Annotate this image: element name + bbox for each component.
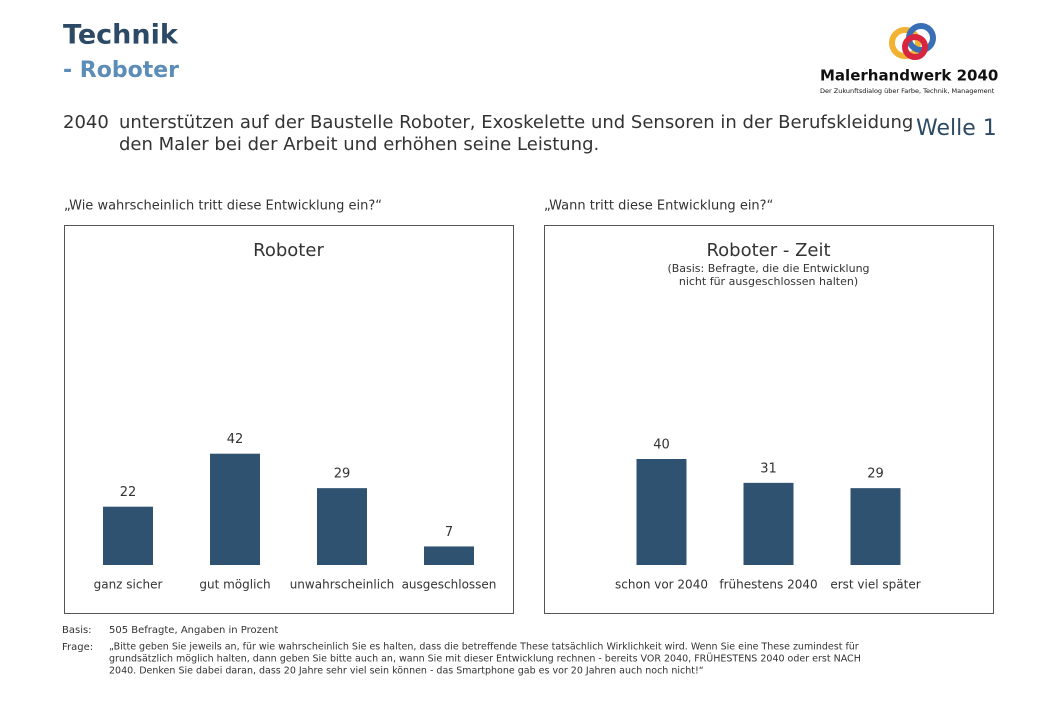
- basis: 505 Befragte, Angaben in Prozent: [109, 625, 278, 636]
- value-label: 42: [227, 432, 244, 447]
- bar: [317, 488, 367, 565]
- title: Technik: [63, 20, 179, 51]
- chart-subtitle: nicht für ausgeschlossen halten): [679, 275, 858, 288]
- bar: [210, 453, 260, 565]
- bar: [103, 506, 153, 565]
- question-line: grundsätzlich möglich halten, dann geben…: [109, 654, 861, 665]
- question-line: „Bitte geben Sie jeweils an, für wie wah…: [109, 642, 859, 653]
- bar: [743, 482, 794, 565]
- wave: Welle 1: [916, 116, 997, 141]
- question-line: 2040. Denken Sie dabei daran, dass 20 Ja…: [109, 666, 704, 677]
- logo-ring: [889, 27, 921, 59]
- value-label: 29: [867, 467, 884, 482]
- category-label: unwahrscheinlich: [290, 578, 395, 592]
- statement-line: unterstützen auf der Baustelle Roboter, …: [119, 112, 913, 133]
- logo-tagline: Der Zukunftsdialog über Farbe, Technik, …: [820, 87, 995, 95]
- chart-frame: [64, 225, 514, 614]
- chart-subtitle: (Basis: Befragte, die die Entwicklung: [667, 262, 869, 275]
- category-label: ausgeschlossen: [402, 578, 497, 592]
- question: „Wie wahrscheinlich tritt diese Entwickl…: [64, 199, 382, 214]
- bar: [850, 488, 901, 565]
- value-label: 29: [334, 467, 351, 482]
- value-label: 7: [445, 525, 453, 540]
- chart-frame: [544, 225, 994, 614]
- logo: Malerhandwerk 2040 Der Zukunftsdialog üb…: [820, 23, 998, 95]
- statement-line: den Maler bei der Arbeit und erhöhen sei…: [119, 134, 599, 155]
- category-label: ganz sicher: [94, 578, 163, 592]
- statement-year: 2040: [63, 112, 109, 133]
- chart-title: Roboter: [253, 240, 324, 261]
- value-label: 22: [120, 485, 137, 500]
- category-label: frühestens 2040: [719, 578, 817, 592]
- category-label: gut möglich: [199, 578, 270, 592]
- category-label: erst viel später: [830, 578, 920, 592]
- subtitle: - Roboter: [63, 58, 179, 83]
- category-label: schon vor 2040: [615, 578, 708, 592]
- logo-name: Malerhandwerk 2040: [820, 67, 998, 85]
- question: „Wann tritt diese Entwicklung ein?“: [544, 199, 773, 214]
- basis-label: Basis:: [62, 625, 92, 636]
- logo-ring: [902, 34, 928, 60]
- bar: [636, 459, 687, 565]
- value-label: 31: [760, 461, 777, 476]
- chart-title: Roboter - Zeit: [706, 240, 830, 261]
- bar: [424, 546, 474, 565]
- question-label: Frage:: [62, 642, 93, 653]
- value-label: 40: [653, 438, 670, 453]
